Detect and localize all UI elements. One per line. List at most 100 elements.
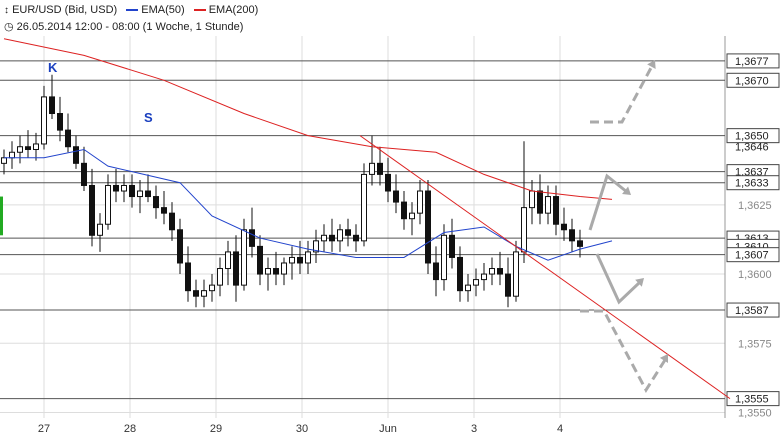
candle-body [513,251,519,297]
level-label: 1,3555 [735,394,769,406]
arrow-bounce-head [622,186,631,195]
x-tick-label: 30 [296,423,308,435]
candle-body [105,184,111,225]
candle-body [49,96,55,115]
candle-body [65,129,71,148]
level-label-box [726,53,780,69]
candle-body [369,162,375,175]
candle-body [481,273,487,281]
first-candle-marker [0,196,3,236]
clock-icon: ◷ [4,21,14,33]
arrow-up-head [647,60,656,69]
candle-body [569,229,575,242]
candle-body [297,256,303,264]
candle-body [17,146,23,153]
candle-body [265,268,271,275]
period-label: 26.05.2014 12:00 - 08:00 (1 Woche, 1 Stu… [16,21,244,33]
ema200-line [3,38,613,200]
candle-body [209,284,215,292]
scenario-down-dashed [580,309,667,393]
annotation-label: S [144,110,153,125]
candle-body [313,240,319,253]
level-label-box [726,391,780,407]
chart-header-line1: ↕ EUR/USD (Bid, USD) EMA(50) EMA(200) [4,4,258,16]
level-label: 1,3607 [735,250,769,262]
candle-body [401,201,407,220]
arrow-down-head [659,354,669,363]
x-tick-label: 4 [557,423,563,435]
candle-body [417,190,423,214]
candle-body [81,162,87,186]
candle-body [329,234,335,242]
candle-body [281,262,287,275]
candle-body [529,190,535,209]
candle-body [177,229,183,264]
candle-body [561,223,567,231]
x-tick-label: 29 [210,423,222,435]
candle-body [25,146,31,150]
candle-body [457,256,463,292]
candle-body [201,290,207,297]
candle-body [361,173,367,242]
candle-body [137,190,143,198]
candle-body [305,251,311,264]
y-tick-label: 1,3550 [738,407,772,419]
candle-body [545,196,551,214]
x-tick-label: Jun [379,423,397,435]
candle-body [465,284,471,292]
candle-body [577,240,583,247]
level-label: 1,3650 [735,131,769,143]
candle-body [121,184,127,192]
scenario-dip-solid [595,253,642,305]
candle-body [273,268,279,275]
ema50-legend: EMA(50) [141,4,185,16]
instrument-label: EUR/USD (Bid, USD) [12,4,118,16]
candle-body [537,190,543,214]
x-tick-label: 3 [471,423,477,435]
ema200-legend: EMA(200) [208,4,259,16]
candle-body [57,113,63,131]
trendline [359,135,731,400]
y-tick-label: 1,3600 [738,269,772,281]
candle-body [193,290,199,297]
candle-body [473,279,479,286]
candlestick-icon: ↕ [4,5,9,16]
candle-body [393,190,399,203]
candle-body [73,146,79,164]
scenario-bounce-solid [588,173,628,231]
level-label-box [726,72,780,88]
y-tick-label: 1,3575 [738,338,772,350]
candle-body [33,143,39,150]
candle-body [97,223,103,236]
candle-body [233,251,239,286]
x-tick-label: 27 [38,423,50,435]
level-label: 1,3677 [735,56,769,68]
ema200-swatch [193,9,206,12]
candle-body [377,162,383,175]
candle-body [113,184,119,192]
candle-body [353,234,359,242]
annotation-label: K [48,60,58,75]
candle-body [1,157,7,164]
y-tick-label: 1,3625 [738,200,772,212]
candle-body [441,234,447,281]
candle-body [409,212,415,220]
level-label-box [726,247,780,263]
candle-body [241,229,247,286]
candle-body [225,251,231,270]
candle-body [521,207,527,253]
candle-body [249,229,255,247]
candle-body [89,184,95,236]
candle-body [337,229,343,242]
candle-body [257,245,263,275]
x-tick-label: 28 [124,423,136,435]
chart-header-line2: ◷ 26.05.2014 12:00 - 08:00 (1 Woche, 1 S… [4,20,243,33]
candle-body [497,268,503,275]
level-label: 1,3670 [735,75,769,87]
candle-body [9,151,15,159]
candle-body [41,96,47,145]
candle-body [433,262,439,281]
level-label-box [726,302,780,318]
